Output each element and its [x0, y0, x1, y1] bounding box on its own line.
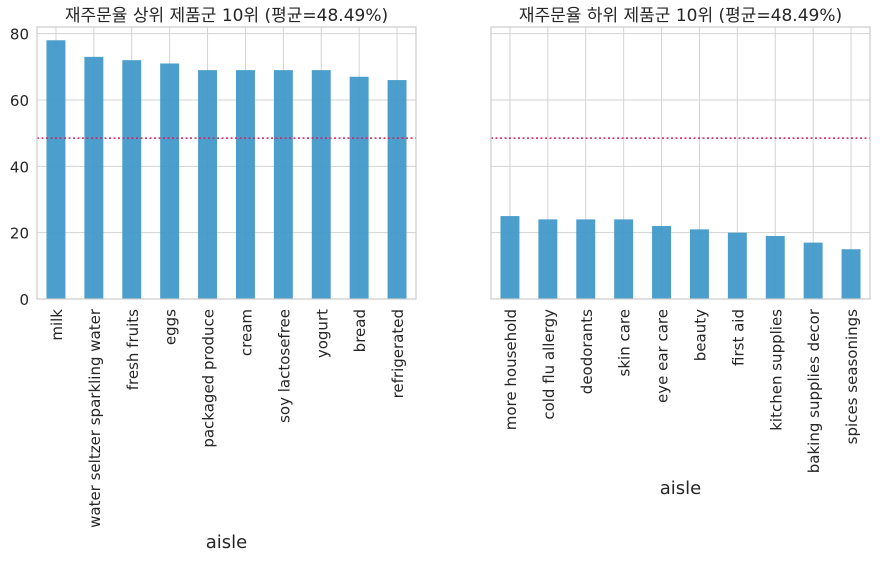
- bar: [349, 76, 369, 299]
- bar: [160, 63, 180, 299]
- bar: [46, 40, 66, 300]
- x-tick-label: bread: [351, 309, 369, 352]
- bar: [614, 219, 634, 299]
- x-tick-label: spices seasonings: [843, 309, 861, 444]
- x-tick-label: more household: [502, 309, 520, 430]
- bar: [84, 56, 104, 300]
- y-tick-label: 0: [19, 291, 29, 309]
- bar: [273, 70, 293, 299]
- plot-frame: [36, 26, 417, 300]
- x-axis-label: aisle: [660, 478, 701, 499]
- bar: [727, 232, 747, 299]
- chart-title: 재주문율 하위 제품군 10위 (평균=48.49%): [519, 6, 842, 26]
- x-tick-label: packaged produce: [200, 309, 218, 448]
- bar: [198, 70, 218, 299]
- bar: [122, 60, 142, 299]
- x-tick-label: eggs: [162, 309, 180, 345]
- x-tick-label: soy lactosefree: [275, 309, 293, 423]
- bar: [652, 226, 672, 299]
- bar: [311, 70, 331, 299]
- bar: [576, 219, 596, 299]
- x-tick-label: deodorants: [578, 309, 596, 394]
- bar: [689, 229, 709, 299]
- bar: [387, 80, 407, 299]
- x-tick-label: kitchen supplies: [767, 309, 785, 431]
- x-tick-label: refrigerated: [389, 309, 407, 398]
- x-tick-label: skin care: [616, 309, 634, 376]
- y-tick-label: 20: [10, 225, 29, 243]
- bar: [841, 249, 861, 299]
- bar: [235, 70, 255, 299]
- bar: [803, 242, 823, 299]
- x-tick-label: first aid: [729, 309, 747, 366]
- x-tick-label: milk: [48, 309, 66, 341]
- bar: [765, 235, 785, 299]
- x-tick-label: yogurt: [313, 309, 331, 358]
- x-tick-label: fresh fruits: [124, 309, 142, 390]
- x-axis-label: aisle: [206, 532, 247, 553]
- plot-frame: [490, 26, 871, 300]
- x-tick-label: cold flu allergy: [540, 309, 558, 420]
- chart-title: 재주문율 상위 제품군 10위 (평균=48.49%): [65, 6, 388, 26]
- y-tick-label: 80: [10, 26, 29, 44]
- x-tick-label: eye ear care: [654, 309, 672, 403]
- y-tick-label: 60: [10, 92, 29, 110]
- bar: [538, 219, 558, 299]
- x-tick-label: beauty: [691, 309, 709, 361]
- y-tick-label: 40: [10, 158, 29, 176]
- x-tick-label: water seltzer sparkling water: [86, 308, 104, 528]
- x-tick-label: baking supplies decor: [805, 308, 823, 473]
- bar: [500, 216, 520, 299]
- x-tick-label: cream: [237, 309, 255, 356]
